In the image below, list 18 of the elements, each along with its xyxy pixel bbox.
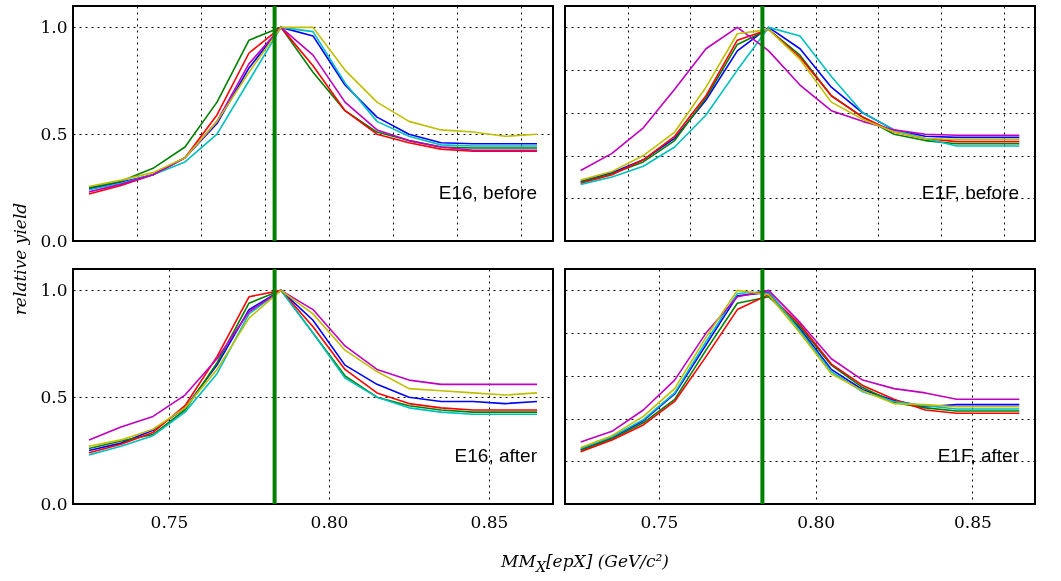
annotation: E1F, after [937,445,1020,466]
x-tick-label: 0.75 [150,511,189,532]
annotation: E16, after [454,445,538,466]
x-tick-label: 0.75 [640,511,679,532]
x-tick-label: 0.85 [953,511,992,532]
x-tick-label: 0.80 [310,511,349,532]
y-tick-label: 1.0 [40,279,68,300]
y-tick-label: 0.5 [40,386,68,407]
x-tick-label: 0.80 [797,511,836,532]
y-tick-label: 0.5 [40,123,68,144]
y-tick-label: 1.0 [40,16,68,37]
y-tick-label: 0.0 [40,230,68,251]
y-tick-label: 0.0 [40,493,68,514]
x-tick-label: 0.85 [470,511,509,532]
y-axis-title: relative yield [10,202,30,316]
annotation: E1F, before [921,182,1019,203]
annotation: E16, before [438,182,537,203]
x-axis-title: MM$_{X}$[epX] (GeV/c²) [501,551,669,575]
